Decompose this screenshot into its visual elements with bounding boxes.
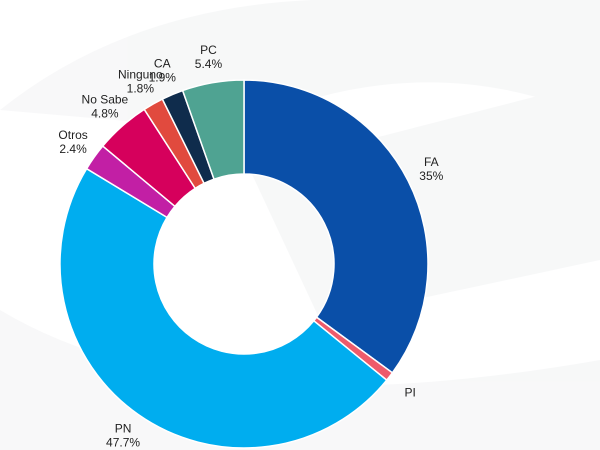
slice-pn	[59, 167, 388, 449]
label-pn: PN 47.7%	[106, 422, 140, 450]
label-no-sabe: No Sabe 4.8%	[82, 93, 129, 121]
label-value-pc: 5.4%	[195, 57, 223, 71]
label-value-ninguno: 1.8%	[127, 81, 155, 95]
label-name-pc: PC	[200, 43, 217, 57]
label-name-ninguno: Ninguno	[118, 67, 163, 81]
slice-fa	[243, 79, 429, 374]
label-fa: FA 35%	[419, 155, 443, 183]
label-value-fa: 35%	[419, 169, 443, 183]
label-value-ca: 1.9%	[149, 71, 177, 85]
label-value-otros: 2.4%	[59, 142, 87, 156]
label-name-pi: PI	[404, 385, 415, 399]
label-name-otros: Otros	[58, 128, 87, 142]
slice-pc	[181, 79, 245, 181]
label-name-fa: FA	[424, 155, 439, 169]
slices-group	[59, 79, 429, 449]
label-pi: PI	[404, 385, 415, 399]
label-name-pn: PN	[115, 422, 132, 436]
label-value-pn: 47.7%	[106, 436, 140, 450]
label-name-no-sabe: No Sabe	[82, 93, 129, 107]
label-ninguno: Ninguno 1.8%	[118, 67, 163, 95]
label-name-ca: CA	[154, 57, 171, 71]
label-ca: CA 1.9%	[149, 57, 177, 85]
label-pc: PC 5.4%	[195, 43, 223, 71]
label-value-no-sabe: 4.8%	[91, 107, 119, 121]
label-otros: Otros 2.4%	[58, 128, 87, 156]
